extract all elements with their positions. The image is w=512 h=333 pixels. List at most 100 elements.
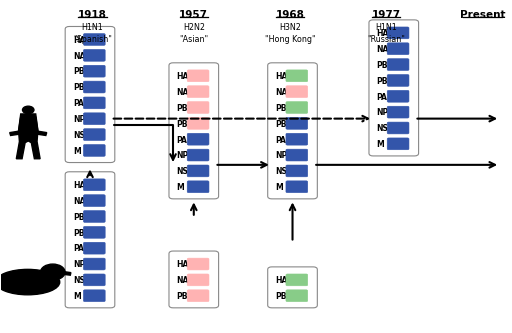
Circle shape [40,264,65,280]
FancyBboxPatch shape [83,258,105,270]
FancyBboxPatch shape [65,172,115,308]
Text: PB1: PB1 [73,213,90,222]
FancyBboxPatch shape [268,267,317,308]
Text: H2N2
"Asian": H2N2 "Asian" [179,23,208,44]
Text: PA: PA [275,136,286,145]
Text: 1968: 1968 [275,10,305,20]
Text: HA: HA [275,72,288,81]
FancyBboxPatch shape [187,133,209,145]
FancyBboxPatch shape [83,113,105,125]
FancyBboxPatch shape [83,81,105,93]
FancyBboxPatch shape [387,43,409,55]
FancyBboxPatch shape [286,165,308,177]
FancyBboxPatch shape [286,86,308,98]
FancyBboxPatch shape [387,122,409,134]
Text: PB1: PB1 [376,61,393,70]
Text: NA: NA [73,197,85,206]
Text: M: M [73,292,80,301]
Circle shape [23,106,34,114]
Polygon shape [33,117,47,136]
FancyBboxPatch shape [83,97,105,109]
Text: 1918: 1918 [78,10,107,20]
Text: PB2: PB2 [73,229,90,238]
FancyBboxPatch shape [83,195,105,206]
Text: NA: NA [275,88,288,97]
Polygon shape [16,114,40,159]
FancyBboxPatch shape [83,290,105,302]
Text: NP: NP [275,152,288,161]
Text: NS: NS [73,131,84,140]
FancyBboxPatch shape [286,70,308,82]
FancyBboxPatch shape [83,65,105,77]
FancyBboxPatch shape [65,27,115,163]
Text: NS: NS [275,167,287,176]
Text: NP: NP [376,109,389,118]
Text: HA: HA [73,36,85,45]
FancyBboxPatch shape [83,179,105,191]
Text: M: M [177,183,184,192]
FancyBboxPatch shape [187,290,209,302]
Polygon shape [62,271,71,275]
FancyBboxPatch shape [187,165,209,177]
FancyBboxPatch shape [187,274,209,286]
FancyBboxPatch shape [169,63,219,199]
FancyBboxPatch shape [286,118,308,129]
FancyBboxPatch shape [83,242,105,254]
Text: M: M [376,140,385,149]
FancyBboxPatch shape [187,258,209,270]
Text: M: M [73,147,80,156]
Text: PA: PA [376,93,388,102]
FancyBboxPatch shape [83,145,105,156]
FancyBboxPatch shape [387,106,409,118]
Text: NA: NA [73,52,85,61]
FancyBboxPatch shape [268,63,317,199]
Text: PB1: PB1 [73,68,90,77]
FancyBboxPatch shape [286,149,308,161]
Text: NS: NS [177,167,188,176]
FancyBboxPatch shape [187,181,209,193]
FancyBboxPatch shape [286,290,308,302]
Text: Present: Present [460,10,505,20]
FancyBboxPatch shape [169,251,219,308]
Text: NS: NS [376,124,389,133]
Text: PA: PA [73,244,83,253]
Text: HA: HA [177,72,189,81]
Text: PA: PA [177,136,187,145]
Polygon shape [37,273,52,283]
Ellipse shape [0,269,60,295]
Text: NP: NP [73,260,85,269]
Text: PB2: PB2 [73,83,90,92]
FancyBboxPatch shape [387,27,409,39]
Text: PA: PA [73,99,83,108]
Text: NS: NS [73,276,84,285]
FancyBboxPatch shape [187,70,209,82]
Text: H3N2
"Hong Kong": H3N2 "Hong Kong" [265,23,315,44]
Text: NA: NA [376,45,389,54]
Text: HA: HA [177,260,189,269]
Text: NA: NA [177,276,189,285]
FancyBboxPatch shape [387,138,409,150]
Text: NA: NA [177,88,189,97]
FancyBboxPatch shape [83,129,105,141]
FancyBboxPatch shape [286,133,308,145]
FancyBboxPatch shape [286,274,308,286]
FancyBboxPatch shape [83,34,105,45]
FancyBboxPatch shape [83,226,105,238]
FancyBboxPatch shape [187,102,209,114]
Text: PB1: PB1 [275,104,292,113]
Text: HA: HA [376,29,389,38]
FancyBboxPatch shape [187,149,209,161]
FancyBboxPatch shape [83,49,105,61]
FancyBboxPatch shape [83,274,105,286]
Text: PB2: PB2 [177,120,194,129]
Text: H1N1
"Spanish": H1N1 "Spanish" [73,23,112,44]
Text: PB1: PB1 [177,104,194,113]
Text: NP: NP [73,115,85,124]
Text: PB1: PB1 [177,292,194,301]
FancyBboxPatch shape [387,59,409,71]
FancyBboxPatch shape [187,118,209,129]
FancyBboxPatch shape [187,86,209,98]
FancyBboxPatch shape [286,102,308,114]
Text: M: M [275,183,283,192]
Text: NP: NP [177,152,189,161]
